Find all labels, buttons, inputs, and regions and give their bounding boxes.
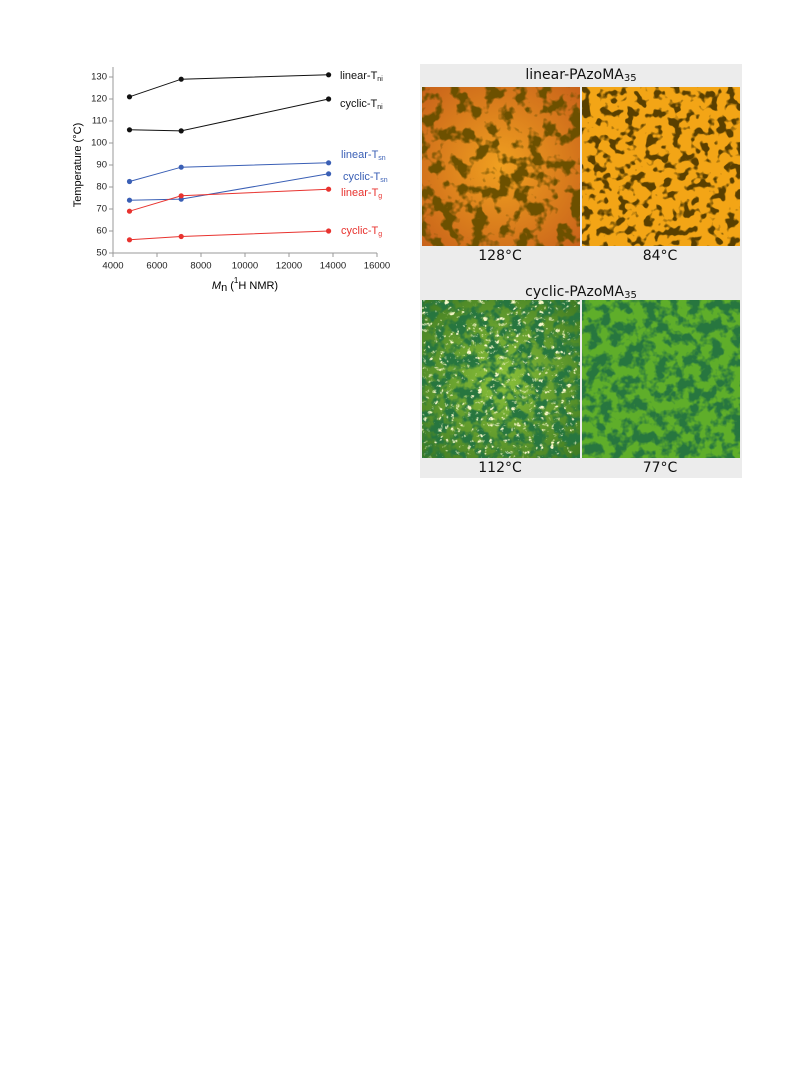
data-point [326,96,332,102]
x-tick-label: 6000 [146,261,167,272]
data-point [178,128,184,134]
series-name: linear-T [341,149,379,161]
y-axis-title: Temperature (°C) [72,123,84,207]
micrograph-texture [422,87,580,246]
panel-label: 84°C [643,248,678,264]
micrograph-texture [582,87,740,246]
y-tick-label: 120 [91,94,107,105]
y-tick-label: 80 [96,182,107,193]
series-subscript: g [378,231,382,238]
y-tick-label: 70 [96,204,107,215]
panel-label: 77°C [643,460,678,476]
series-subscript: ni [377,104,383,111]
panel-title: cyclic-PAzoMA35 [525,284,637,301]
panel-title-subscript: 35 [624,290,637,301]
y-tick-label: 50 [96,248,107,259]
panel-title-text: linear-PAzoMA [525,67,624,83]
series-name: cyclic-T [343,171,381,183]
series-subscript: sn [378,155,386,162]
data-point [326,72,332,78]
panel-label: 112°C [478,460,522,476]
series-label: cyclic-Tni [340,98,383,111]
y-tick-label: 60 [96,226,107,237]
data-point [126,178,133,185]
series-label: linear-Tsn [341,149,386,162]
series-line [129,188,329,212]
panel-title-subscript: 35 [624,73,637,84]
data-point [326,228,332,234]
y-tick-label: 130 [91,72,107,83]
series-name: cyclic-T [340,98,378,110]
data-point [126,94,133,100]
series-line [129,74,329,98]
line-chart: 50 60 70 80 90 100 110 120 130 4000 6000 8000 10000 1… [72,67,390,294]
x-title-part: H NMR) [238,280,278,292]
series-label: cyclic-Tsn [343,171,388,184]
series-label: linear-Tni [340,70,383,83]
series-name: linear-T [340,70,378,82]
y-tick-label: 110 [92,116,107,127]
data-point [126,197,133,203]
data-point [326,171,332,177]
y-tick-label: 100 [91,138,107,149]
x-tick-label: 10000 [232,261,258,272]
panel-title-text: cyclic-PAzoMA [525,284,624,300]
micrograph-texture [582,300,740,458]
data-point [178,76,184,82]
x-title-superscript: 1 [234,276,239,285]
y-tick-label: 90 [96,160,107,171]
x-tick-label: 14000 [320,261,346,272]
series-label: linear-Tg [341,187,382,200]
x-axis-title: Mn (1H NMR) [212,276,278,294]
x-tick-label: 16000 [364,261,390,272]
x-title-part: ( [227,280,234,292]
panel-title: linear-PAzoMA35 [525,67,636,84]
x-title-symbol: M [212,280,222,292]
series-line [129,98,329,132]
micrograph-texture [422,300,580,458]
data-point [178,164,184,170]
x-title-subscript: n [221,282,227,294]
data-point [126,208,133,214]
data-point [126,237,133,243]
panel-label: 128°C [478,248,522,264]
data-point [126,127,133,133]
series-line [129,230,329,241]
data-point [326,160,332,166]
series-line [129,173,329,201]
data-point [178,233,184,240]
series-subscript: sn [380,177,388,184]
x-tick-label: 8000 [190,261,211,272]
x-tick-label: 12000 [276,261,302,272]
data-point [178,193,184,199]
series-name: cyclic-T [341,225,379,237]
series-name: linear-T [341,187,379,199]
data-point [326,186,332,192]
x-tick-label: 4000 [102,261,123,272]
series-label: cyclic-Tg [341,225,382,238]
series-subscript: ni [377,76,383,83]
series-subscript: g [378,193,382,200]
